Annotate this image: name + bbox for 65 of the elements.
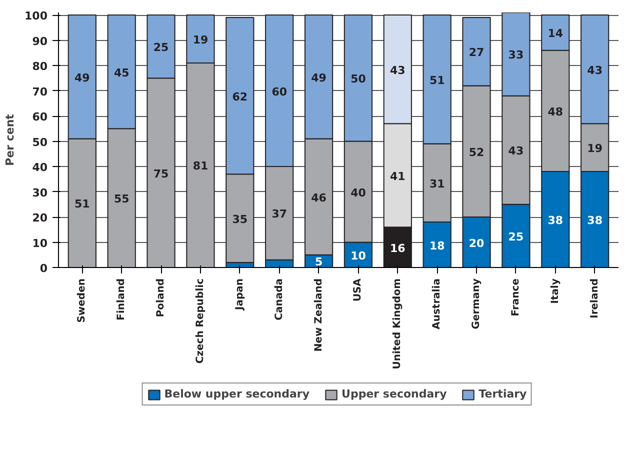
data-label: 33 [508,48,524,62]
x-tick-label: Czech Republic [194,278,206,364]
data-label: 41 [390,170,406,183]
y-tick-label: 90 [32,34,48,48]
data-label: 81 [192,160,208,173]
data-label: 27 [468,46,484,60]
data-label: 48 [548,105,564,118]
x-tick-label: Australia [432,278,443,330]
data-label: 45 [114,66,130,80]
data-label: 37 [272,208,288,221]
x-tick-label: Sweden [76,278,88,323]
legend-label: Upper secondary [342,388,447,400]
y-tick-label: 80 [32,60,48,74]
x-tick-label: Poland [156,278,167,318]
data-label: 19 [587,142,602,156]
data-label: 25 [508,230,524,244]
data-label: 20 [468,236,485,250]
y-tick-label: 50 [32,136,48,149]
y-tick-label: 40 [32,161,48,174]
x-tick-label: Canada [274,278,285,320]
data-label: 43 [508,144,524,158]
data-label: 38 [587,214,602,228]
data-label: 43 [390,64,406,77]
y-tick-label: 20 [32,212,48,225]
x-tick-label: Finland [116,278,128,320]
y-tick-label: 100 [24,10,48,23]
x-tick-label: France [510,278,522,316]
data-label: 25 [153,41,169,54]
data-label: 52 [468,146,484,159]
x-tick-label: New Zealand [313,278,324,352]
data-label: 19 [192,34,208,47]
data-label: 40 [350,186,366,200]
y-tick-label: 10 [32,236,48,250]
data-label: 55 [114,192,130,206]
data-label: 49 [74,71,90,84]
x-tick-label: United Kingdom [392,278,404,370]
legend-label: Tertiary [478,388,527,400]
data-label: 51 [429,74,445,87]
data-label: 5 [314,256,323,269]
y-tick-label: 0 [40,262,48,275]
data-label: 10 [350,249,366,262]
data-label: 51 [74,198,90,211]
legend-label: Below upper secondary [164,388,310,400]
data-label: 31 [429,177,445,190]
data-label: 35 [232,212,248,226]
y-tick-label: 60 [32,110,48,124]
data-label: 46 [311,191,327,204]
data-label: 62 [232,90,248,104]
x-tick-label: Japan [234,278,246,311]
x-tick-label: Germany [471,278,482,330]
y-tick-label: 70 [32,85,48,98]
data-label: 60 [272,85,288,98]
y-tick-label: 30 [32,186,48,200]
y-axis-title: Per cent [4,114,17,166]
data-label: 50 [350,72,366,86]
x-tick-label: Italy [550,278,561,304]
data-label: 38 [548,214,564,228]
x-tick-label: Ireland [589,278,600,318]
x-tick-label: USA [352,278,364,302]
data-label: 16 [390,242,406,255]
data-label: 75 [153,167,169,180]
data-label: 49 [311,71,326,84]
data-label: 18 [429,239,445,252]
data-label: 43 [587,64,602,77]
data-label: 14 [548,27,564,40]
